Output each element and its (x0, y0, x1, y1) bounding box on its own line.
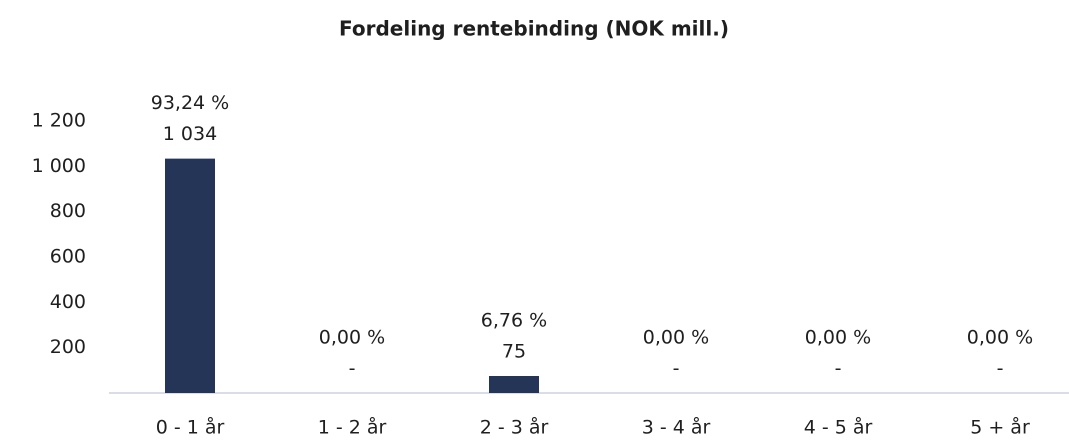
x-tick-label: 3 - 4 år (642, 416, 711, 439)
y-tick-label: 1 000 (32, 155, 86, 177)
value-label: 1 034 (163, 123, 217, 145)
value-label: - (997, 358, 1004, 380)
value-label: - (835, 358, 842, 380)
x-tick-label: 2 - 3 år (480, 416, 549, 439)
y-tick-label: 800 (50, 200, 86, 222)
x-tick-label: 1 - 2 år (318, 416, 387, 439)
value-label: 75 (502, 341, 526, 363)
y-tick-label: 1 200 (32, 110, 86, 132)
x-tick-label: 5 + år (970, 416, 1030, 439)
percent-label: 0,00 % (805, 327, 871, 349)
percent-label: 0,00 % (967, 327, 1033, 349)
bar (165, 158, 215, 393)
value-label: - (349, 358, 356, 380)
x-tick-label: 0 - 1 år (156, 416, 225, 439)
y-tick-label: 400 (50, 291, 86, 313)
x-tick-label: 4 - 5 år (804, 416, 873, 439)
percent-label: 0,00 % (319, 327, 385, 349)
chart-title: Fordeling rentebinding (NOK mill.) (339, 17, 729, 41)
percent-label: 0,00 % (643, 327, 709, 349)
y-tick-label: 600 (50, 246, 86, 268)
percent-label: 93,24 % (151, 92, 230, 114)
percent-label: 6,76 % (481, 310, 547, 332)
bar (489, 376, 539, 393)
y-tick-label: 200 (50, 336, 86, 358)
value-label: - (673, 358, 680, 380)
